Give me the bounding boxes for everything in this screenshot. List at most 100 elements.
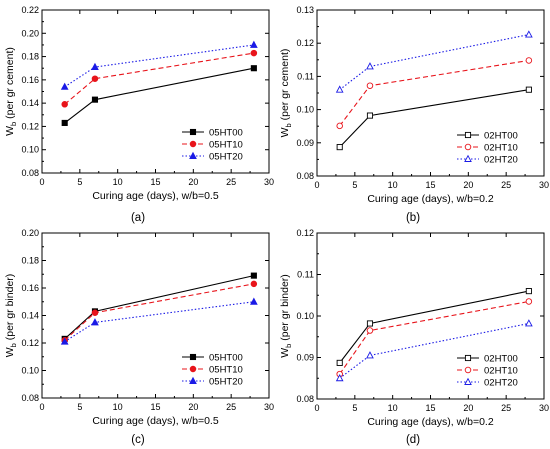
data-point-02HT00 — [525, 288, 532, 295]
y-tick-label: 0.11 — [297, 270, 314, 280]
legend-label: 02HT20 — [484, 155, 518, 166]
legend-marker — [464, 143, 472, 151]
panel-label: (c) — [131, 434, 145, 446]
x-tick-label: 25 — [501, 403, 511, 413]
x-tick-label: 10 — [113, 402, 123, 412]
x-axis-label: Curing age (days), w/b=0.2 — [367, 416, 494, 428]
series-line-02HT00 — [339, 290, 529, 364]
y-tick-label: 0.10 — [21, 145, 39, 155]
data-point-02HT00 — [366, 112, 374, 119]
x-tick-label: 5 — [77, 402, 82, 412]
x-axis-label: Curing age (days), w/b=0.2 — [367, 193, 494, 205]
series-line-02HT20 — [339, 34, 529, 91]
x-tick-label: 5 — [352, 180, 357, 190]
legend-marker — [464, 377, 472, 385]
y-tick-label: 0.10 — [296, 311, 314, 321]
chart-panel-1: 0 5 10 15 20 25 30 0.08 0.10 0.12 0.14 0.16 0.18 0.20… — [4, 5, 274, 224]
y-tick-label: 0.10 — [296, 105, 314, 115]
data-point-05HT20 — [60, 82, 69, 90]
panel-label: (d) — [406, 434, 420, 446]
data-point-02HT00 — [366, 320, 374, 327]
panel-label: (a) — [131, 212, 145, 224]
x-axis-label: Curing age (days), w/b=0.5 — [92, 415, 219, 427]
data-point-05HT20 — [250, 297, 258, 305]
x-tick-label: 0 — [314, 403, 319, 413]
legend-marker — [189, 353, 197, 361]
legend-marker — [464, 154, 472, 162]
y-tick-label: 0.12 — [296, 38, 314, 48]
chart-panel-3: 0 5 10 15 20 25 30 0.08 0.10 0.12 0.14 0.16 0.18 0.20… — [4, 228, 274, 446]
x-tick-label: 15 — [425, 403, 435, 413]
data-point-05HT00 — [250, 65, 257, 72]
y-axis-label: Wb (per gr cement) — [279, 49, 293, 138]
x-tick-label: 10 — [388, 403, 398, 413]
legend-marker — [189, 128, 197, 136]
x-tick-label: 0 — [39, 402, 44, 412]
y-tick-label: 0.08 — [21, 168, 39, 178]
legend-label: 02HT20 — [484, 378, 518, 389]
legend-label: 02HT00 — [484, 354, 518, 365]
data-point-05HT10 — [250, 49, 258, 57]
data-point-02HT10 — [336, 122, 343, 130]
chart-panel-2: 0 5 10 15 20 25 30 0.08 0.09 0.10 0.11 0.12 0.13 Curi… — [279, 5, 549, 224]
y-tick-label: 0.16 — [21, 283, 39, 293]
data-point-05HT00 — [250, 272, 257, 279]
y-tick-label: 0.12 — [296, 228, 314, 238]
x-tick-label: 15 — [150, 402, 160, 412]
data-point-02HT10 — [525, 57, 533, 64]
data-point-02HT00 — [336, 144, 343, 151]
y-tick-label: 0.12 — [21, 121, 39, 131]
legend-label: 05HT00 — [209, 353, 243, 364]
legend-marker — [189, 151, 197, 159]
series-line-05HT10 — [64, 52, 254, 105]
legend-label: 02HT10 — [484, 366, 518, 377]
x-tick-label: 15 — [150, 177, 160, 187]
x-tick-label: 30 — [539, 403, 549, 413]
y-axis-label: Wb (per gr binder) — [279, 274, 293, 358]
data-point-02HT00 — [336, 359, 343, 366]
x-tick-label: 30 — [539, 180, 549, 190]
data-point-02HT20 — [366, 351, 374, 359]
data-point-05HT10 — [91, 309, 99, 317]
x-tick-label: 25 — [226, 177, 236, 187]
x-tick-label: 25 — [501, 180, 511, 190]
y-tick-label: 0.20 — [21, 28, 39, 38]
legend-label: 02HT10 — [484, 143, 518, 154]
x-tick-label: 20 — [463, 403, 473, 413]
x-tick-label: 15 — [425, 180, 435, 190]
series-line-05HT00 — [64, 275, 254, 340]
y-tick-label: 0.12 — [21, 338, 39, 348]
y-axis-label: Wb (per gr binder) — [4, 274, 18, 358]
data-point-05HT20 — [91, 62, 99, 71]
chart-panel-4: 0 5 10 15 20 25 30 0.08 0.09 0.10 0.11 0.12 Curing a… — [279, 228, 549, 446]
legend-marker — [189, 376, 197, 384]
data-point-05HT00 — [61, 119, 68, 126]
x-tick-label: 10 — [388, 180, 398, 190]
y-tick-label: 0.14 — [21, 98, 39, 108]
data-point-02HT20 — [335, 85, 344, 93]
legend-marker — [189, 365, 197, 373]
data-point-02HT20 — [335, 373, 344, 382]
panel-label: (b) — [406, 212, 420, 224]
data-point-05HT20 — [60, 337, 69, 345]
legend-label: 05HT00 — [209, 128, 243, 139]
x-tick-label: 30 — [264, 402, 274, 412]
y-tick-label: 0.08 — [21, 393, 39, 403]
x-tick-label: 30 — [264, 177, 274, 187]
y-tick-label: 0.09 — [296, 138, 314, 148]
y-tick-label: 0.14 — [21, 311, 39, 321]
y-tick-label: 0.09 — [296, 353, 314, 363]
y-tick-label: 0.16 — [21, 75, 39, 85]
x-tick-label: 0 — [39, 177, 44, 187]
data-point-02HT20 — [366, 62, 374, 70]
legend-marker — [464, 354, 472, 362]
data-point-02HT00 — [525, 86, 532, 93]
y-tick-label: 0.11 — [297, 71, 314, 81]
legend-label: 05HT20 — [209, 152, 243, 163]
y-tick-label: 0.08 — [296, 171, 314, 181]
legend-label: 02HT00 — [484, 131, 518, 142]
data-point-05HT00 — [91, 96, 99, 103]
data-point-05HT10 — [61, 101, 68, 108]
x-tick-label: 10 — [113, 177, 123, 187]
